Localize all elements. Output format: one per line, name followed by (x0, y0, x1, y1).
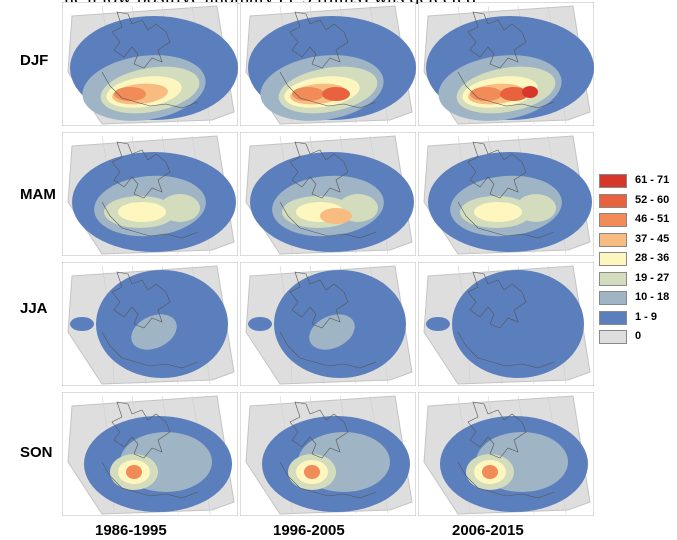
map-svg (62, 132, 238, 256)
coastline (457, 201, 555, 239)
map-svg (62, 392, 238, 516)
anomaly-zone (114, 87, 146, 101)
anomaly-zone (500, 87, 528, 101)
legend-swatch (599, 310, 627, 325)
map-panel-son-1996-2005 (240, 392, 416, 516)
map-panel-son-1986-1995 (62, 392, 238, 516)
map-svg (418, 132, 594, 256)
map-panel-mam-2006-2015 (418, 132, 594, 256)
map-panel-djf-2006-2015 (418, 2, 594, 126)
coastline (111, 271, 171, 329)
map-svg (240, 2, 416, 126)
season-label-son: SON (20, 444, 53, 461)
coastline (289, 11, 349, 69)
legend-swatch (599, 330, 627, 344)
coastline (467, 401, 527, 459)
anomaly-zone (304, 465, 320, 479)
coastline (279, 201, 377, 239)
legend-swatch (599, 174, 627, 188)
anomaly-zone (320, 208, 352, 224)
coastline (467, 141, 527, 199)
period-label-1996-2005: 1996-2005 (273, 522, 345, 539)
legend-label: 28 - 36 (635, 252, 670, 264)
coastline (279, 461, 377, 499)
coastline (279, 71, 377, 109)
anomaly-zone (516, 194, 556, 222)
map-svg (62, 262, 238, 386)
coastline (457, 71, 555, 109)
period-label-1986-1995: 1986-1995 (95, 522, 167, 539)
legend-label: 37 - 45 (635, 232, 670, 245)
coastline (457, 461, 555, 499)
map-svg (418, 262, 594, 386)
coastline (467, 11, 527, 69)
legend-label: 10 - 18 (635, 291, 670, 303)
legend-label: 61 - 71 (635, 174, 670, 186)
map-panel-mam-1996-2005 (240, 132, 416, 256)
season-label-djf: DJF (20, 52, 49, 69)
legend-label: 0 (635, 330, 642, 342)
map-panel-mam-1986-1995 (62, 132, 238, 256)
coastline (111, 141, 171, 199)
anomaly-zone (470, 87, 502, 101)
coastline (289, 271, 349, 329)
coastline (101, 71, 199, 109)
legend-swatch (599, 213, 627, 227)
anomaly-zone (482, 465, 498, 479)
map-panel-jja-2006-2015 (418, 262, 594, 386)
map-panel-jja-1996-2005 (240, 262, 416, 386)
anomaly-zone (309, 314, 355, 350)
map-panel-djf-1986-1995 (62, 2, 238, 126)
map-panel-djf-1996-2005 (240, 2, 416, 126)
legend-label: 19 - 27 (635, 271, 670, 284)
coastline (289, 401, 349, 459)
anomaly-zone (70, 317, 94, 331)
coastline (111, 11, 171, 69)
legend-label: 46 - 51 (635, 213, 670, 225)
legend-swatch (599, 291, 627, 305)
anomaly-zone (474, 202, 522, 222)
anomaly-zone (322, 87, 350, 101)
anomaly-zone (126, 465, 142, 479)
legend-swatch (599, 271, 627, 286)
coastline (101, 201, 199, 239)
coastline (101, 461, 199, 499)
legend-swatch (599, 252, 627, 266)
coastline (279, 331, 377, 369)
anomaly-zone (292, 87, 324, 101)
anomaly-zone (131, 314, 177, 350)
legend-swatch (599, 193, 627, 208)
coastline (111, 401, 171, 459)
map-svg (418, 392, 594, 516)
map-panel-jja-1986-1995 (62, 262, 238, 386)
coastline (467, 271, 527, 329)
season-label-jja: JJA (20, 300, 48, 317)
coastline (457, 331, 555, 369)
anomaly-zone (118, 202, 166, 222)
map-panel-son-2006-2015 (418, 392, 594, 516)
map-svg (240, 392, 416, 516)
period-label-2006-2015: 2006-2015 (452, 522, 524, 539)
map-svg (418, 2, 594, 126)
legend-label: 52 - 60 (635, 193, 670, 206)
anomaly-zone (452, 270, 584, 378)
coastline (101, 331, 199, 369)
anomaly-zone (160, 194, 200, 222)
map-svg (240, 132, 416, 256)
map-svg (240, 262, 416, 386)
season-label-mam: MAM (20, 186, 56, 203)
anomaly-zone (522, 86, 538, 98)
legend-label: 1 - 9 (635, 310, 658, 323)
anomaly-zone (426, 317, 450, 331)
coastline (289, 141, 349, 199)
anomaly-zone (248, 317, 272, 331)
legend-swatch (599, 232, 627, 247)
map-svg (62, 2, 238, 126)
